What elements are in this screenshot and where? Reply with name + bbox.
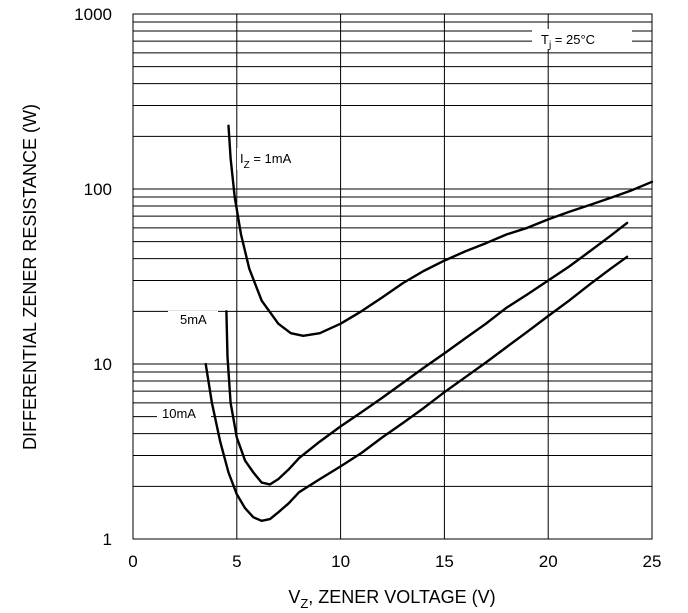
curve-10mA xyxy=(204,255,629,522)
x-tick-label: 15 xyxy=(435,552,454,571)
x-tick-label: 25 xyxy=(643,552,662,571)
x-axis-title: VZ, ZENER VOLTAGE (V) xyxy=(288,587,495,611)
series-label-background xyxy=(237,148,317,170)
y-axis-title: DIFFERENTIAL ZENER RESISTANCE (W) xyxy=(20,104,40,450)
labels: 0 5 10 15 20 25 1 10 100 1000 VZ, ZENER VOLTAGE (V… xyxy=(20,5,661,611)
plot-frame xyxy=(132,13,653,540)
y-tick-label: 1 xyxy=(103,530,112,549)
series-label-background xyxy=(157,404,211,424)
y-tick-label: 1000 xyxy=(74,5,112,24)
x-tick-label: 20 xyxy=(539,552,558,571)
temperature-annotation: Tj = 25°C xyxy=(541,32,595,51)
x-tick-label: 0 xyxy=(128,552,137,571)
series-label-background xyxy=(168,311,218,331)
series-label-5mA: 5mA xyxy=(180,312,207,327)
x-tick-label: 10 xyxy=(331,552,350,571)
series-label-1mA: IZ = 1mA xyxy=(240,151,292,171)
annotation-background xyxy=(532,29,632,49)
y-tick-label: 100 xyxy=(84,180,112,199)
y-tick-label: 10 xyxy=(93,355,112,374)
grid xyxy=(132,13,653,540)
curve-5mA xyxy=(225,221,629,486)
x-tick-label: 5 xyxy=(232,552,241,571)
curve-1mA xyxy=(227,124,654,337)
series-label-10mA: 10mA xyxy=(162,406,196,421)
curves xyxy=(204,124,654,522)
